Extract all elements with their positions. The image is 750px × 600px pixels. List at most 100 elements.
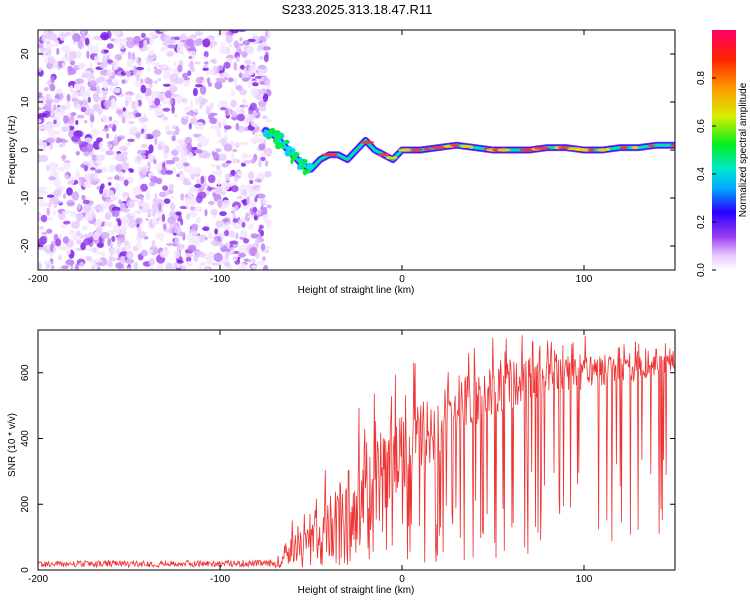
noise-speck <box>217 178 221 186</box>
noise-speck <box>233 40 239 49</box>
noise-speck <box>210 208 218 216</box>
noise-speck <box>115 182 120 192</box>
noise-speck <box>247 223 254 230</box>
noise-speck <box>244 59 252 65</box>
noise-speck <box>199 98 206 107</box>
noise-speck <box>234 205 239 210</box>
noise-speck <box>39 235 47 245</box>
noise-speck <box>259 56 264 60</box>
noise-speck <box>209 117 218 124</box>
noise-speck <box>50 110 54 117</box>
noise-speck <box>55 88 64 94</box>
noise-speck <box>121 162 130 171</box>
noise-speck <box>99 251 106 257</box>
y-tick-label: 20 <box>20 48 31 60</box>
noise-speck <box>83 238 92 246</box>
noise-speck <box>218 121 222 129</box>
noise-speck <box>225 34 233 44</box>
noise-speck <box>219 211 227 217</box>
y-tick-label: 200 <box>20 495 31 512</box>
noise-speck <box>251 265 258 269</box>
noise-speck <box>142 131 147 141</box>
noise-speck <box>141 167 148 176</box>
noise-speck <box>100 232 110 239</box>
colorbar-tick-label: 0.2 <box>696 215 707 229</box>
noise-speck <box>192 87 198 97</box>
noise-speck <box>54 39 60 47</box>
noise-speck <box>132 186 142 196</box>
noise-speck <box>225 107 229 117</box>
noise-speck <box>81 225 88 231</box>
noise-speck <box>167 44 177 49</box>
noise-speck <box>207 77 211 84</box>
noise-speck <box>72 33 81 42</box>
noise-speck <box>65 259 75 266</box>
noise-speck <box>86 87 91 97</box>
noise-speck <box>70 112 77 116</box>
noise-speck <box>90 129 100 137</box>
noise-speck <box>146 267 156 270</box>
noise-speck <box>103 49 109 53</box>
noise-speck <box>113 87 121 94</box>
noise-speck <box>114 246 122 251</box>
noise-speck <box>38 112 48 118</box>
noise-speck <box>229 240 239 245</box>
noise-speck <box>123 207 129 214</box>
noise-speck <box>170 195 176 200</box>
colorbar-tick-label: 0.8 <box>696 71 707 85</box>
noise-speck <box>136 155 142 162</box>
noise-speck <box>265 221 272 229</box>
noise-speck <box>38 261 42 270</box>
noise-speck <box>266 84 271 89</box>
noise-speck <box>59 143 63 148</box>
noise-speck <box>188 122 192 130</box>
noise-speck <box>194 183 202 188</box>
trace-blob <box>271 129 276 135</box>
noise-speck <box>236 195 243 200</box>
noise-speck <box>250 158 256 164</box>
noise-speck <box>126 267 133 270</box>
noise-speck <box>55 238 62 247</box>
noise-speck <box>235 142 240 148</box>
noise-speck <box>184 97 188 106</box>
noise-speck <box>232 213 236 220</box>
noise-speck <box>69 121 75 125</box>
trace-blob <box>280 144 285 149</box>
noise-speck <box>57 167 65 172</box>
noise-speck <box>118 176 125 182</box>
noise-speck <box>89 159 94 167</box>
noise-speck <box>91 264 95 270</box>
noise-speck <box>237 220 242 224</box>
noise-speck <box>137 231 147 239</box>
noise-speck <box>230 99 237 108</box>
noise-speck <box>133 261 139 270</box>
noise-speck <box>223 143 233 152</box>
noise-speck <box>102 116 110 124</box>
noise-speck <box>159 30 169 33</box>
noise-speck <box>127 51 132 60</box>
noise-speck <box>130 199 135 203</box>
trace-peak <box>596 148 608 152</box>
noise-speck <box>38 107 43 111</box>
noise-speck <box>212 58 218 65</box>
noise-speck <box>201 149 209 159</box>
noise-speck <box>248 171 255 180</box>
noise-speck <box>55 137 62 144</box>
noise-speck <box>235 122 240 131</box>
noise-speck <box>258 159 262 168</box>
noise-speck <box>233 77 238 86</box>
noise-speck <box>131 52 136 61</box>
noise-speck <box>76 170 80 177</box>
noise-speck <box>188 152 194 159</box>
trace-blob <box>274 130 281 137</box>
trace-peak <box>398 148 414 152</box>
noise-speck <box>191 231 199 237</box>
noise-speck <box>221 181 231 191</box>
noise-speck <box>195 77 203 84</box>
noise-speck <box>260 243 266 251</box>
noise-speck <box>242 40 251 46</box>
noise-speck <box>213 152 220 161</box>
noise-speck <box>45 93 51 101</box>
noise-speck <box>84 110 94 116</box>
noise-speck <box>197 191 207 199</box>
